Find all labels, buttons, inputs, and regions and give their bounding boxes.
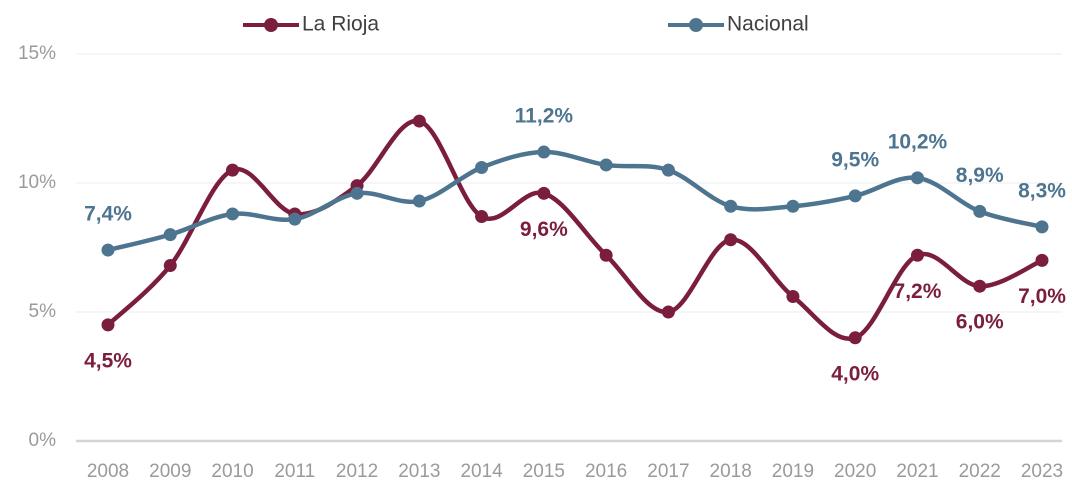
series-marker [350, 186, 364, 200]
data-label: 6,0% [956, 311, 1004, 334]
x-tick-label: 2008 [87, 461, 129, 482]
series-marker [786, 199, 800, 213]
series-marker [1035, 220, 1049, 234]
data-label: 7,4% [84, 203, 132, 226]
series-marker [537, 145, 551, 159]
data-label: 11,2% [515, 105, 574, 128]
x-tick-label: 2019 [772, 461, 814, 482]
series-marker [226, 207, 240, 221]
data-label: 7,2% [894, 280, 942, 303]
series-marker [661, 305, 675, 319]
series-line [106, 118, 1043, 341]
x-tick-label: 2022 [959, 461, 1001, 482]
data-label: 8,9% [956, 164, 1004, 187]
series-marker [412, 194, 426, 208]
x-tick-label: 2014 [460, 461, 503, 482]
series-marker [973, 279, 987, 293]
series-marker [475, 210, 489, 224]
x-tick-label: 2016 [585, 461, 627, 482]
data-label: 9,5% [831, 148, 879, 171]
series-marker [163, 228, 177, 242]
series-marker [475, 161, 489, 175]
x-tick-label: 2023 [1021, 461, 1063, 482]
y-tick-label: 10% [18, 172, 56, 193]
series-marker [599, 158, 613, 172]
y-tick-label: 15% [18, 43, 56, 64]
legend-marker [264, 18, 278, 32]
series-line [107, 149, 1043, 253]
series-marker [910, 248, 924, 262]
series-marker [537, 186, 551, 200]
x-tick-label: 2018 [710, 461, 752, 482]
series-marker [848, 189, 862, 203]
data-label: 8,3% [1018, 179, 1066, 202]
data-label: 10,2% [888, 130, 948, 153]
legend-label: La Rioja [302, 13, 379, 36]
x-tick-label: 2010 [211, 461, 253, 482]
x-tick-label: 2017 [647, 461, 689, 482]
series-marker [973, 204, 987, 218]
series-marker [101, 318, 115, 332]
series-marker [163, 259, 177, 273]
series-marker [786, 290, 800, 304]
y-tick-label: 5% [29, 301, 57, 322]
legend-label: Nacional [727, 13, 809, 36]
x-tick-label: 2012 [336, 461, 378, 482]
legend-marker [689, 18, 703, 32]
series-marker [599, 248, 613, 262]
series-marker [724, 233, 738, 247]
data-label: 7,0% [1018, 285, 1066, 308]
series-marker [910, 171, 924, 185]
series-marker [226, 163, 240, 177]
x-tick-label: 2011 [274, 461, 315, 482]
data-label: 9,6% [520, 218, 568, 241]
x-tick-label: 2015 [523, 461, 565, 482]
series-marker [724, 199, 738, 213]
series-marker [848, 331, 862, 345]
series-marker [1035, 253, 1049, 267]
x-tick-label: 2020 [834, 461, 876, 482]
data-label: 4,0% [831, 362, 879, 385]
x-tick-label: 2021 [896, 461, 938, 482]
x-tick-label: 2009 [149, 461, 191, 482]
series-marker [661, 163, 675, 177]
series-marker [288, 212, 302, 226]
series-marker [412, 114, 426, 128]
data-label: 4,5% [84, 349, 132, 372]
y-tick-label: 0% [29, 430, 57, 451]
series-marker [101, 243, 115, 257]
x-tick-label: 2013 [398, 461, 440, 482]
